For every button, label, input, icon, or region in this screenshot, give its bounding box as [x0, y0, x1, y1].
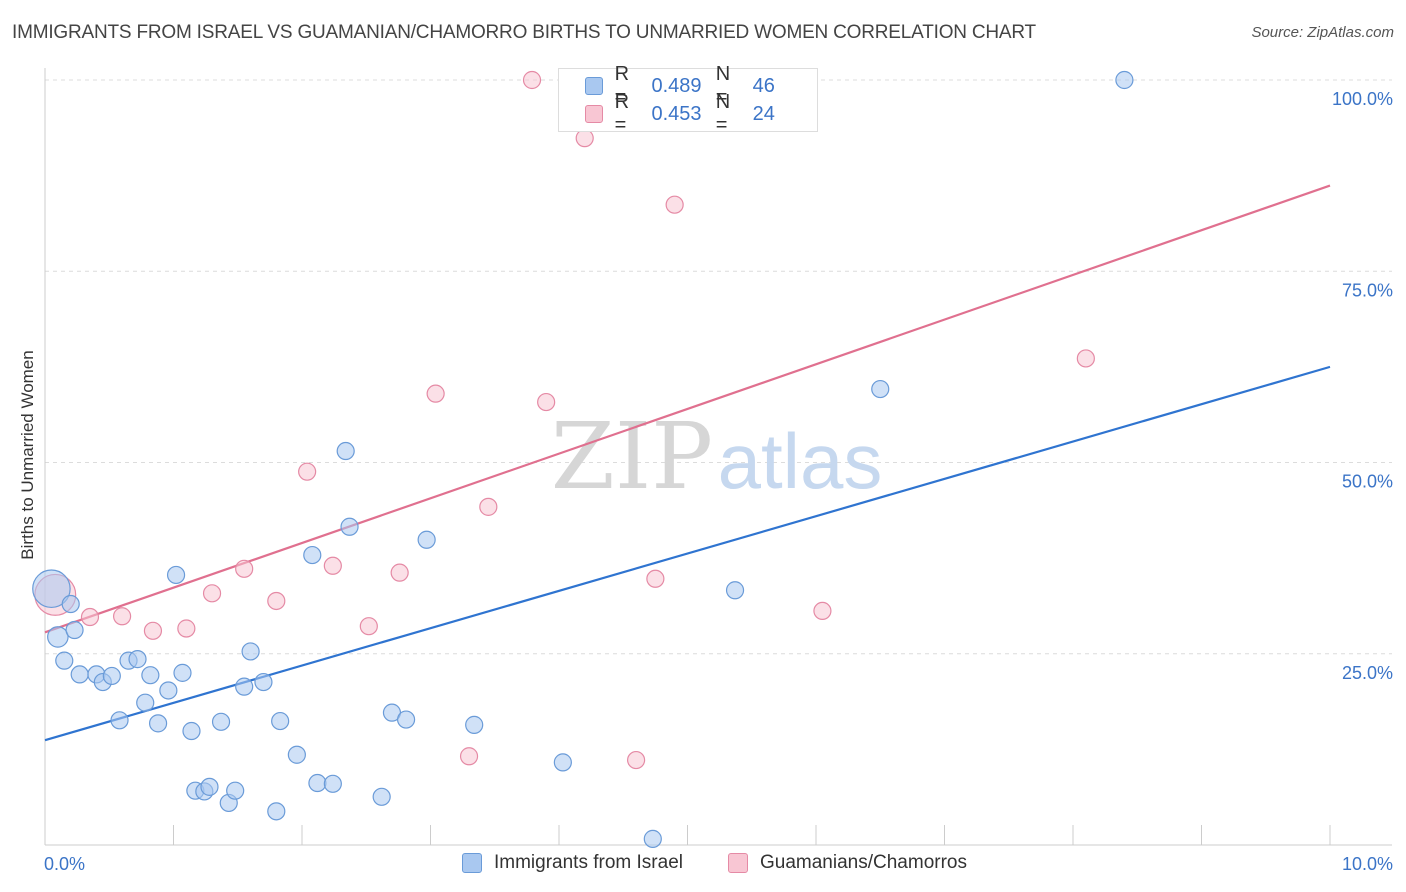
data-point — [323, 774, 342, 793]
data-point — [235, 677, 254, 696]
legend-label: Immigrants from Israel — [494, 852, 683, 873]
data-point — [287, 745, 306, 764]
data-point — [173, 663, 192, 682]
data-point — [665, 195, 684, 214]
data-point — [537, 392, 556, 412]
y-tick-label: 50.0% — [1342, 472, 1393, 492]
y-tick-label: 25.0% — [1342, 663, 1393, 683]
gridlines — [45, 79, 1392, 655]
data-points — [32, 70, 1134, 848]
data-point — [61, 594, 80, 614]
data-point — [336, 441, 355, 461]
data-point — [136, 693, 155, 712]
legend-swatch-pink — [585, 105, 603, 123]
data-point — [148, 714, 168, 733]
data-point — [340, 517, 359, 536]
data-point — [55, 651, 74, 670]
legend-n-value: 46 — [752, 74, 775, 97]
data-point — [32, 569, 71, 609]
tick-labels: 25.0% 50.0% 75.0% 100.0% 0.0% 10.0% — [44, 89, 1393, 874]
data-point — [271, 711, 290, 731]
data-point — [102, 666, 121, 686]
watermark-zip: ZIP — [551, 403, 713, 510]
data-point — [202, 584, 222, 603]
y-axis-label: Births to Unmarried Women — [18, 350, 37, 559]
data-point — [1076, 349, 1095, 368]
data-point — [626, 750, 646, 770]
legend-n-value: 24 — [752, 102, 775, 125]
data-point — [465, 715, 484, 734]
data-point — [298, 462, 317, 481]
data-point — [110, 711, 129, 730]
data-point — [813, 601, 832, 621]
data-point — [359, 617, 378, 636]
data-point — [159, 681, 178, 700]
legend-item-israel[interactable]: Immigrants from Israel — [462, 852, 683, 874]
data-point — [211, 712, 231, 731]
data-point — [575, 129, 594, 148]
data-point — [646, 569, 665, 588]
data-point — [323, 556, 342, 575]
trend-line — [44, 184, 1331, 634]
y-tick-label: 75.0% — [1342, 280, 1393, 300]
legend-r-value: 0.453 — [651, 102, 702, 125]
data-point — [143, 621, 163, 640]
data-point — [112, 607, 132, 626]
data-point — [177, 619, 196, 638]
stats-legend: R = 0.489 N = 46 R = 0.453 N = 24 — [558, 63, 818, 136]
legend-n-label: N = — [715, 91, 731, 136]
chart-title: IMMIGRANTS FROM ISRAEL VS GUAMANIAN/CHAM… — [12, 22, 1036, 43]
data-point — [200, 777, 219, 796]
x-tick-label: 10.0% — [1342, 854, 1393, 874]
data-point — [267, 802, 286, 821]
data-point — [522, 70, 542, 90]
data-point — [479, 497, 498, 516]
legend-r-label: R = — [614, 63, 630, 108]
legend-row-israel: R = 0.489 N = 46 — [559, 63, 817, 108]
legend-item-guamanian[interactable]: Guamanians/Chamorros — [728, 852, 967, 874]
watermark-atlas: atlas — [718, 417, 883, 505]
data-point — [459, 747, 479, 766]
data-point — [241, 642, 260, 661]
data-point — [643, 829, 662, 848]
legend-swatch-blue — [585, 77, 603, 95]
data-point — [235, 559, 254, 578]
legend-label: Guamanians/Chamorros — [760, 852, 967, 873]
x-tick-label: 0.0% — [44, 854, 85, 874]
data-point — [70, 665, 89, 684]
data-point — [417, 530, 436, 549]
data-point — [396, 710, 416, 729]
data-point — [166, 565, 186, 585]
legend-swatch-pink — [728, 853, 748, 873]
legend-r-value: 0.489 — [651, 74, 702, 97]
legend-row-guamanian: R = 0.453 N = 24 — [559, 91, 817, 136]
data-point — [426, 384, 445, 403]
data-point — [871, 379, 890, 399]
data-point — [65, 620, 84, 640]
data-point — [182, 721, 201, 741]
data-point — [47, 626, 69, 648]
data-point — [1115, 70, 1134, 90]
legend-n-label: N = — [715, 63, 731, 108]
data-point — [226, 781, 245, 800]
data-point — [553, 753, 572, 772]
data-point — [725, 581, 745, 600]
data-point — [372, 787, 391, 806]
data-point — [308, 773, 327, 793]
data-point — [303, 545, 322, 565]
data-point — [390, 563, 409, 582]
data-point — [254, 672, 273, 692]
data-point — [80, 607, 100, 627]
data-point — [141, 666, 160, 685]
legend-r-label: R = — [614, 91, 630, 136]
data-point — [267, 591, 286, 611]
axes — [44, 68, 1392, 846]
legend-swatch-blue — [462, 853, 482, 873]
y-tick-label: 100.0% — [1332, 89, 1393, 109]
watermark: ZIP atlas — [551, 403, 882, 510]
source-note: Source: ZipAtlas.com — [1251, 24, 1394, 41]
data-point — [128, 650, 147, 669]
